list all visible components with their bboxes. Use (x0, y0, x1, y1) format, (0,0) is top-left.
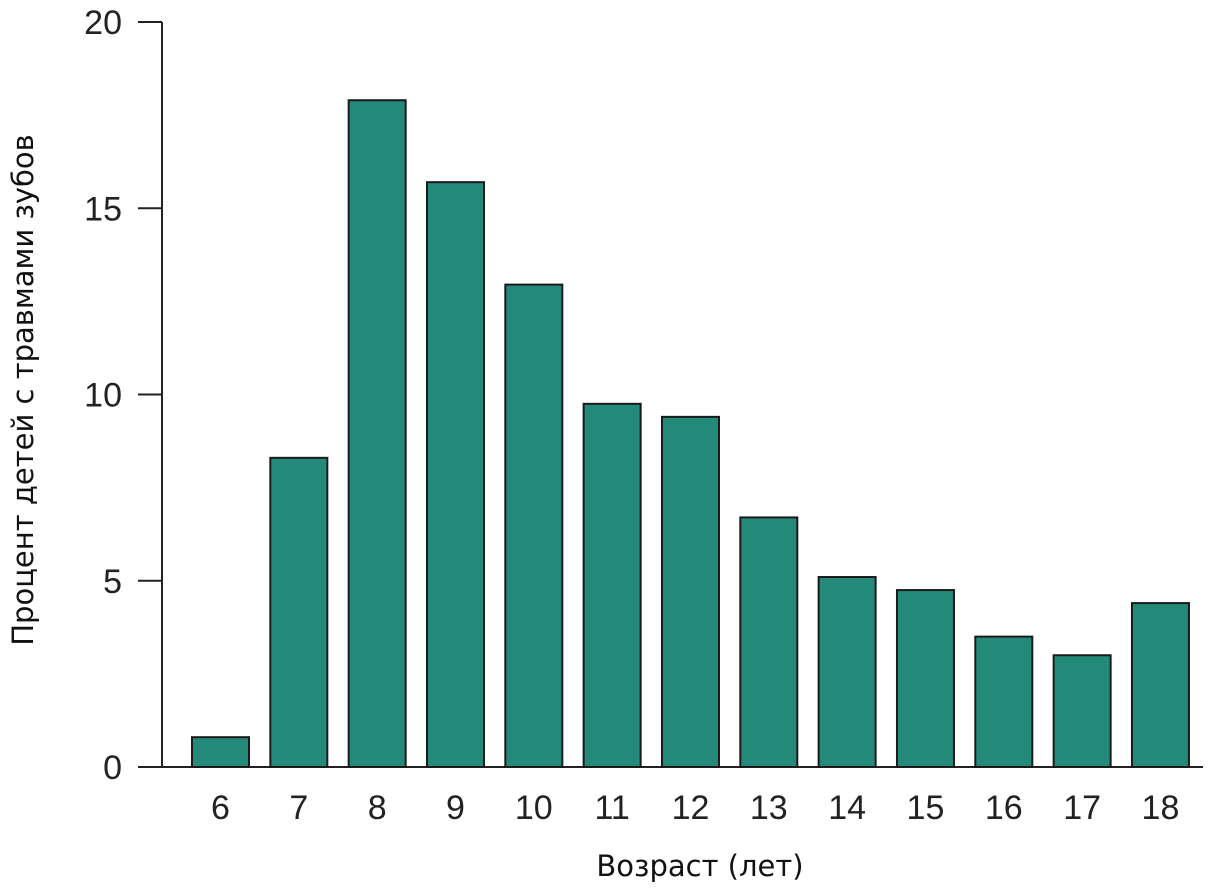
x-tick-label: 17 (1063, 789, 1101, 827)
bar-15 (895, 589, 955, 768)
x-tick-label: 9 (446, 789, 465, 827)
x-tick-label: 11 (595, 789, 630, 827)
bar-6 (191, 736, 250, 769)
x-tick-label: 6 (211, 789, 230, 827)
x-tick-label: 8 (368, 789, 387, 827)
bar-13 (739, 516, 799, 768)
x-tick-label: 15 (907, 789, 945, 827)
bar-12 (660, 415, 720, 768)
bar-8 (347, 99, 407, 769)
x-tick-label: 13 (750, 789, 788, 827)
bar-10 (504, 283, 564, 768)
x-tick-label: 7 (289, 789, 308, 827)
x-tick-label: 14 (828, 789, 866, 827)
bar-14 (817, 576, 877, 769)
y-tick-label: 10 (84, 377, 122, 415)
bar-17 (1052, 654, 1112, 768)
x-axis: 6 7 8 9 10 11 12 13 14 15 16 17 18 (138, 766, 1203, 827)
x-tick-label: 18 (1142, 789, 1180, 827)
y-tick-label: 0 (103, 749, 122, 787)
y-tick-label: 5 (103, 563, 122, 601)
bar-18 (1130, 602, 1190, 768)
bar-9 (425, 181, 485, 769)
x-tick-label: 16 (985, 789, 1023, 827)
bar-16 (974, 635, 1034, 768)
y-tick-label: 20 (84, 4, 122, 42)
x-tick-label: 12 (672, 789, 710, 827)
y-tick-label: 15 (84, 190, 122, 228)
bar-7 (269, 456, 329, 768)
bar-11 (582, 402, 642, 768)
y-axis-title: Процент детей с травмами зубов (6, 134, 40, 646)
y-axis: 0 5 10 15 20 (84, 4, 163, 787)
x-tick-label: 10 (515, 789, 553, 827)
bars-group (191, 99, 1190, 769)
x-axis-title: Возраст (лет) (596, 849, 803, 883)
